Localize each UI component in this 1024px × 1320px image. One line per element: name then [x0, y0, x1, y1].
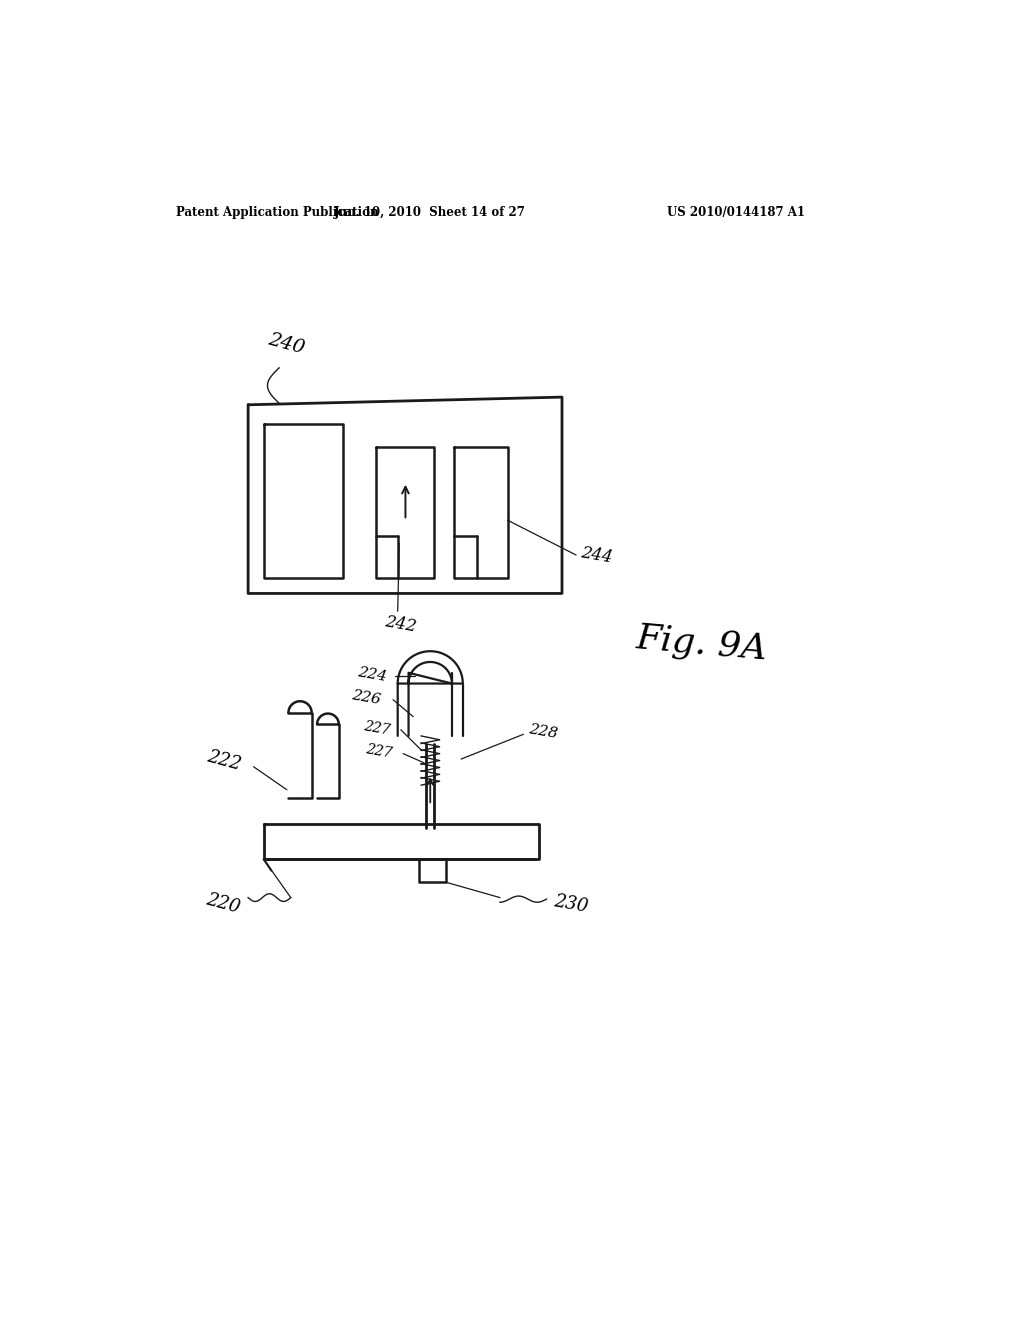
Text: 224: 224	[356, 665, 388, 684]
Text: 227: 227	[365, 742, 393, 760]
Text: 244: 244	[579, 544, 613, 566]
Text: 222: 222	[205, 747, 243, 774]
Text: 228: 228	[527, 722, 558, 742]
Text: 242: 242	[384, 612, 418, 635]
Text: Fig. 9A: Fig. 9A	[634, 620, 769, 667]
Text: 220: 220	[204, 891, 242, 917]
Text: 226: 226	[351, 688, 382, 706]
Text: 227: 227	[362, 719, 391, 738]
Text: Patent Application Publication: Patent Application Publication	[176, 206, 379, 219]
Text: US 2010/0144187 A1: US 2010/0144187 A1	[667, 206, 805, 219]
Text: 230: 230	[553, 892, 590, 916]
Text: 240: 240	[266, 330, 306, 358]
Text: Jun. 10, 2010  Sheet 14 of 27: Jun. 10, 2010 Sheet 14 of 27	[334, 206, 526, 219]
